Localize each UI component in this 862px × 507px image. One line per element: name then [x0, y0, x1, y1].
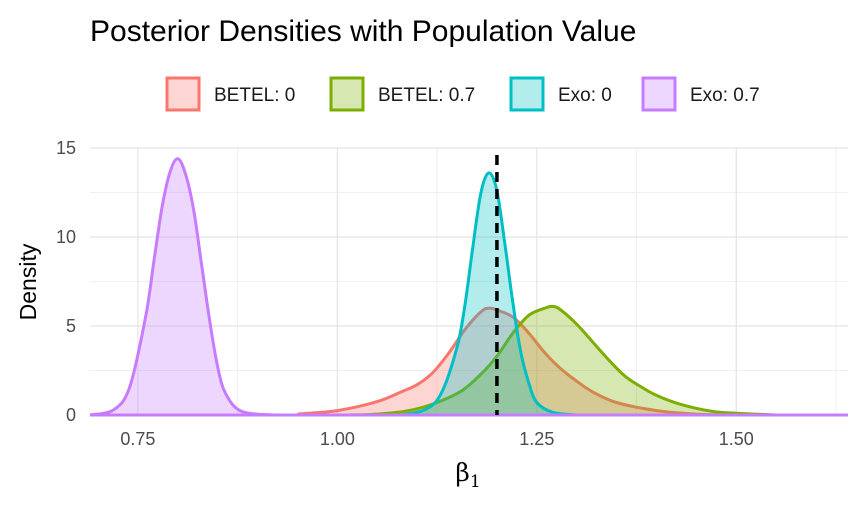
legend-item: BETEL: 0	[165, 76, 295, 112]
legend-label: Exo: 0	[558, 85, 612, 106]
y-axis-ticks: 0 5 10 15	[56, 138, 76, 425]
chart-title: Posterior Densities with Population Valu…	[90, 15, 636, 48]
density-curves	[89, 157, 848, 417]
legend-item: Exo: 0.7	[641, 76, 760, 112]
legend-key	[329, 76, 365, 112]
density-area-0	[297, 308, 737, 415]
density-line-2	[400, 171, 577, 417]
x-axis-symbol: β	[455, 458, 469, 487]
y-tick-label: 15	[56, 138, 76, 158]
x-tick-label: 0.75	[120, 429, 155, 449]
legend-key	[509, 76, 545, 112]
density-area-3	[90, 158, 274, 415]
legend: BETEL: 0 BETEL: 0.7 Exo: 0 Exo: 0.7	[165, 76, 760, 112]
x-tick-label: 1.00	[320, 429, 355, 449]
legend-item: BETEL: 0.7	[329, 76, 475, 112]
legend-item: Exo: 0	[509, 76, 612, 112]
density-line-3	[89, 157, 274, 417]
y-axis-title: Density	[15, 243, 41, 320]
density-area-2	[401, 172, 577, 415]
legend-key	[641, 76, 677, 112]
density-area-1	[337, 306, 777, 415]
y-tick-label: 10	[56, 227, 76, 247]
y-tick-label: 5	[66, 316, 76, 336]
x-tick-label: 1.50	[719, 429, 754, 449]
x-axis-ticks: 0.75 1.00 1.25 1.50	[120, 429, 753, 449]
y-tick-label: 0	[66, 405, 76, 425]
x-tick-label: 1.25	[519, 429, 554, 449]
x-axis-subscript: 1	[470, 472, 481, 492]
legend-label: BETEL: 0.7	[378, 85, 475, 106]
legend-key	[165, 76, 201, 112]
legend-label: BETEL: 0	[214, 85, 295, 106]
x-axis-title: β1	[455, 458, 480, 492]
legend-label: Exo: 0.7	[690, 85, 760, 106]
density-line-1	[337, 304, 777, 417]
